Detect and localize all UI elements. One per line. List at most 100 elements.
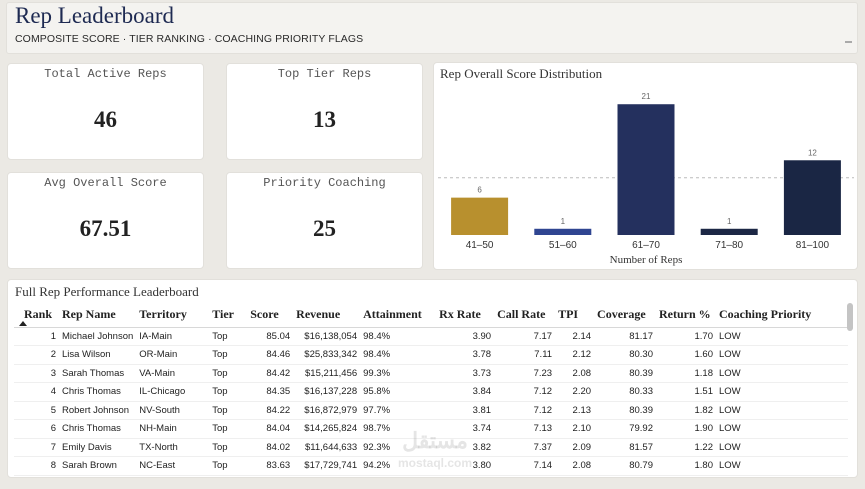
table-cell: 1.82 [656,401,716,420]
kpi-avg-overall-score: Avg Overall Score 67.51 [7,172,204,269]
table-cell: 3.73 [436,364,495,383]
table-cell: Top [209,364,248,383]
watermark: مستقل mostaql.com [380,430,490,474]
column-header-tpi[interactable]: TPI [555,302,595,328]
chart-canvas: 6 41–50 1 51–60 21 61–70 1 71–80 12 81–100 Number … [438,92,854,266]
leaderboard-table: Rank Rep Name Territory Tier Score Revenue Att… [14,302,848,476]
table-scrollbar[interactable] [847,303,853,331]
column-header-coverage[interactable]: Coverage [594,302,656,328]
table-cell: 1.22 [656,438,716,457]
table-cell: 81.17 [594,327,656,346]
table-row[interactable]: 2 Lisa Wilson OR-Main Top 84.46 $25,833,342 98… [14,345,848,365]
column-header-coaching-priority[interactable]: Coaching Priority [715,302,848,328]
table-cell: 7.37 [494,438,556,457]
table-row[interactable]: 6 Chris Thomas NH-Main Top 84.04 $14,265,824 9… [14,419,848,439]
score-distribution-chart: Rep Overall Score Distribution 6 41–50 1 51… [433,62,858,270]
table-cell: $11,644,633 [293,438,361,457]
table-row[interactable]: 3 Sarah Thomas VA-Main Top 84.42 $15,211,456 9… [14,364,848,383]
column-header-attainment[interactable]: Attainment [360,302,437,328]
table-cell: 6 [14,419,59,439]
table-cell: 3.80 [436,456,495,476]
table-cell: 7.13 [494,419,556,439]
leaderboard-table-card: Full Rep Performance Leaderboard Rank Rep… [7,279,858,478]
table-cell: VA-Main [136,364,210,383]
minimize-icon[interactable] [845,41,852,43]
table-cell: LOW [715,382,848,402]
watermark-subtext: mostaql.com [397,456,472,470]
table-cell: 3.81 [436,401,495,420]
watermark-text: مستقل [402,428,468,453]
column-header-call-rate[interactable]: Call Rate [494,302,556,328]
table-cell: LOW [715,345,848,365]
table-cell: 81.57 [594,438,656,457]
table-cell: LOW [715,419,848,439]
table-cell: 4 [14,382,59,402]
table-cell: 2.20 [555,382,595,402]
table-cell: LOW [715,456,848,476]
table-cell: 7.12 [494,401,556,420]
table-header-row: Rank Rep Name Territory Tier Score Revenue Att… [14,302,848,328]
table-cell: 3.78 [436,345,495,365]
kpi-value: 25 [313,216,336,241]
bar-61–70[interactable] [617,104,675,236]
table-cell: $16,872,979 [293,401,361,420]
table-cell: 2.13 [555,401,595,420]
table-cell: Top [209,456,248,476]
bar-81–100[interactable] [783,160,841,235]
table-cell: 84.42 [247,364,294,383]
table-row[interactable]: 4 Chris Thomas IL-Chicago Top 84.35 $16,137,2… [14,382,848,402]
table-cell: 98.7% [360,419,437,439]
table-cell: Lisa Wilson [58,345,137,365]
table-cell: LOW [715,401,848,420]
table-cell: $25,833,342 [293,345,361,365]
kpi-label: Total Active Reps [44,67,167,81]
table-cell: 1.70 [656,327,716,346]
x-tick-label: 81–100 [796,240,830,251]
table-cell: 7 [14,438,59,457]
table-cell: 1 [14,327,59,346]
table-cell: 2.12 [555,345,595,365]
table-cell: Sarah Thomas [58,364,137,383]
table-cell: 2.09 [555,438,595,457]
x-tick-label: 71–80 [715,240,743,251]
table-row[interactable]: 1 Michael Johnson IA-Main Top 85.04 $16,138,0… [14,327,848,346]
sort-ascending-icon[interactable] [19,321,27,326]
table-cell: 98.4% [360,327,437,346]
kpi-top-tier-reps: Top Tier Reps 13 [226,63,423,160]
table-cell: 1.51 [656,382,716,402]
kpi-label: Top Tier Reps [277,67,372,81]
table-cell: Emily Davis [58,438,137,457]
column-header-return[interactable]: Return % [656,302,716,328]
table-cell: 8 [14,456,59,476]
table-row[interactable]: 8 Sarah Brown NC-East Top 83.63 $17,729,741 94… [14,456,848,476]
bar-41–50[interactable] [451,197,509,235]
table-row[interactable]: 7 Emily Davis TX-North Top 84.02 $11,644,633 9… [14,438,848,457]
table-cell: 3 [14,364,59,383]
bar-71–80[interactable] [700,228,758,235]
table-cell: 84.02 [247,438,294,457]
table-title: Full Rep Performance Leaderboard [15,284,199,299]
table-cell: $16,137,228 [293,382,361,402]
page-title: Rep Leaderboard [15,3,175,28]
bar-51–60[interactable] [534,228,592,235]
column-header-tier[interactable]: Tier [209,302,248,328]
table-cell: Top [209,327,248,346]
table-cell: NC-East [136,456,210,476]
table-cell: IL-Chicago [136,382,210,402]
table-cell: Michael Johnson [58,327,137,346]
kpi-priority-coaching: Priority Coaching 25 [226,172,423,269]
table-cell: 79.92 [594,419,656,439]
table-cell: 98.4% [360,345,437,365]
column-header-rep-name[interactable]: Rep Name [58,302,137,328]
data-label: 6 [477,186,482,195]
table-row[interactable]: 5 Robert Johnson NV-South Top 84.22 $16,872,9… [14,401,848,420]
data-label: 1 [561,217,566,226]
table-cell: 2.10 [555,419,595,439]
column-header-revenue[interactable]: Revenue [293,302,361,328]
column-header-rx-rate[interactable]: Rx Rate [436,302,495,328]
column-header-score[interactable]: Score [247,302,294,328]
kpi-value: 13 [313,107,336,132]
column-header-territory[interactable]: Territory [136,302,210,328]
table-cell: Sarah Brown [58,456,137,476]
table-cell: Chris Thomas [58,419,137,439]
